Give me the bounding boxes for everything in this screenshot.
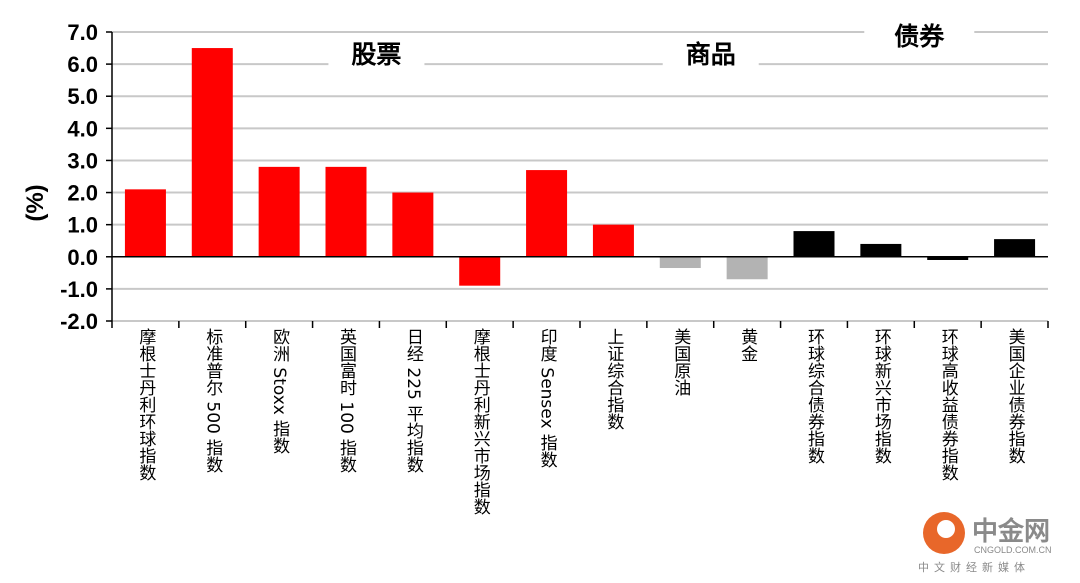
category-label: 摩根士丹利环球指数 bbox=[135, 328, 156, 481]
category-label: 欧洲 Stoxx 指数 bbox=[269, 328, 290, 454]
bar bbox=[927, 256, 969, 260]
y-tick-label: -2.0 bbox=[60, 309, 98, 334]
category-label: 上证综合指数 bbox=[603, 328, 624, 430]
category-labels: 摩根士丹利环球指数 标准普尔 500 指数 欧洲 Stoxx 指数 英国富时 100 … bbox=[135, 328, 1025, 515]
axes bbox=[106, 31, 1049, 328]
bar bbox=[258, 166, 300, 257]
watermark-name: 中金网 bbox=[972, 516, 1050, 547]
y-tick-label: 2.0 bbox=[67, 181, 98, 206]
group-label-panel bbox=[662, 34, 759, 72]
category-label: 环球高收益债券指数 bbox=[938, 328, 959, 481]
bar bbox=[994, 239, 1036, 257]
bar bbox=[526, 170, 568, 257]
bar bbox=[726, 256, 768, 280]
bar bbox=[659, 256, 701, 269]
bar bbox=[124, 189, 166, 257]
y-tick-label: -1.0 bbox=[60, 277, 98, 302]
category-label: 标准普尔 500 指数 bbox=[202, 328, 223, 473]
bar bbox=[392, 192, 434, 257]
group-label-panel bbox=[864, 16, 975, 54]
category-label: 美国企业债券指数 bbox=[1005, 328, 1026, 464]
group-label: 债券 bbox=[894, 22, 945, 51]
y-tick-label: 3.0 bbox=[67, 148, 98, 173]
bar bbox=[459, 256, 501, 286]
bars bbox=[124, 48, 1036, 286]
group-label: 股票 bbox=[351, 40, 401, 69]
y-tick-label: 6.0 bbox=[67, 52, 98, 77]
category-label: 环球新兴市场指数 bbox=[871, 328, 892, 464]
watermark: 中金网 CNGOLD.COM.CN 中文财经新媒体 bbox=[918, 512, 1052, 574]
group-labels: 股票 商品 债券 bbox=[328, 16, 975, 72]
category-label: 黄金 bbox=[737, 328, 758, 362]
watermark-url: CNGOLD.COM.CN bbox=[974, 545, 1052, 555]
bar bbox=[860, 243, 902, 257]
y-axis-label: (%) bbox=[22, 184, 49, 221]
group-label-panel bbox=[328, 34, 425, 72]
y-tick-label: 5.0 bbox=[67, 84, 98, 109]
bar bbox=[592, 224, 634, 257]
group-label: 商品 bbox=[686, 40, 736, 69]
category-label: 印度 Sensex 指数 bbox=[537, 328, 558, 468]
category-label: 摩根士丹利新兴市场指数 bbox=[470, 328, 491, 515]
bar bbox=[325, 166, 367, 257]
y-tick-label: 7.0 bbox=[67, 20, 98, 45]
y-tick-label: 4.0 bbox=[67, 116, 98, 141]
grid-lines bbox=[112, 31, 1048, 322]
category-label: 日经 225 平均指数 bbox=[403, 328, 424, 473]
bar bbox=[793, 231, 835, 257]
category-label: 环球综合债券指数 bbox=[804, 328, 825, 464]
watermark-subtitle: 中文财经新媒体 bbox=[918, 560, 1030, 574]
bar bbox=[191, 48, 233, 257]
category-label: 美国原油 bbox=[670, 328, 691, 396]
y-tick-labels: 7.0 6.0 5.0 4.0 3.0 2.0 1.0 0.0 -1.0 -2.0 bbox=[60, 20, 98, 334]
cngold-logo-inner-icon bbox=[937, 520, 955, 538]
y-tick-label: 1.0 bbox=[67, 213, 98, 238]
y-tick-label: 0.0 bbox=[67, 245, 98, 270]
category-label: 英国富时 100 指数 bbox=[336, 328, 357, 473]
